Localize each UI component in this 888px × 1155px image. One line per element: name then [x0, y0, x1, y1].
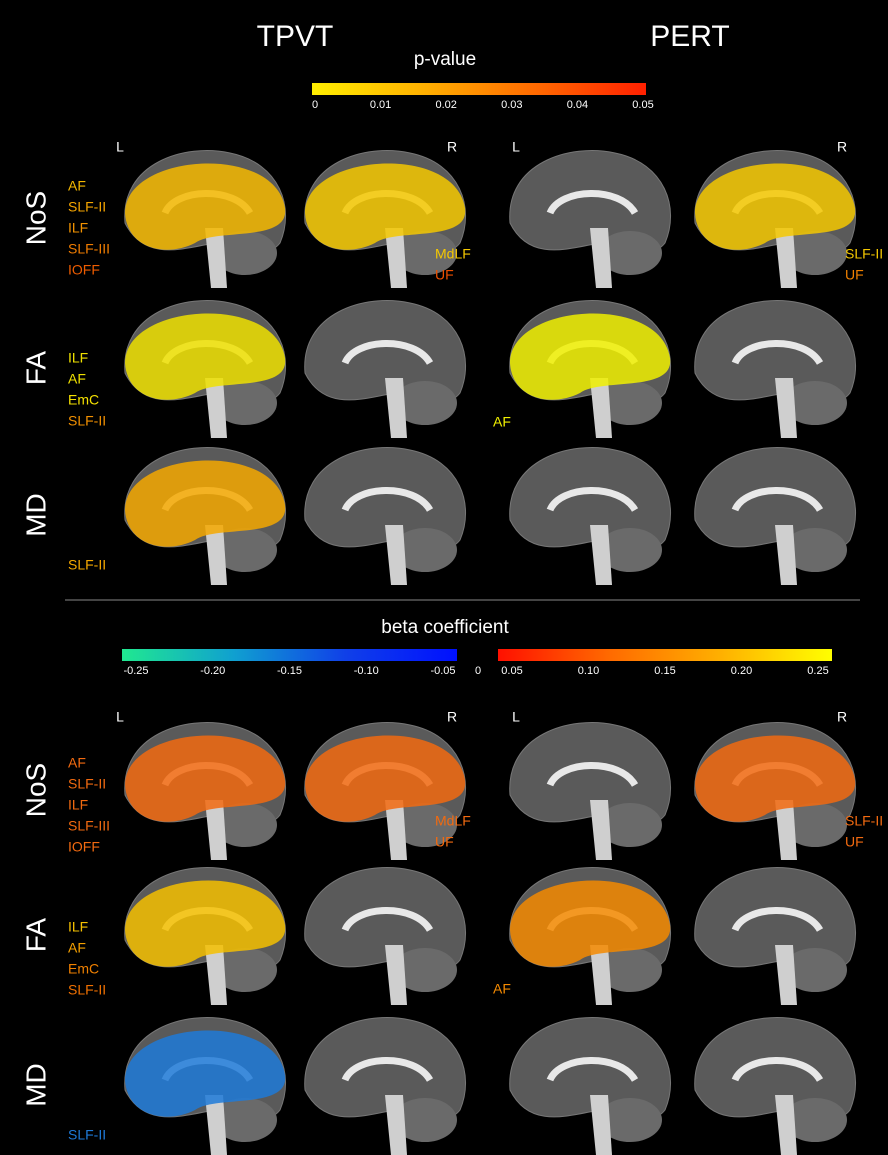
tract-label: AF: [68, 371, 86, 387]
hemisphere-label: R: [837, 139, 847, 155]
figure: TPVT PERT p-value 0 0.01 0.02 0.03 0.04 0.05 L R…: [0, 0, 888, 1155]
tract-label: ILF: [68, 350, 88, 366]
colorbar-tick-label: 0.02: [435, 99, 456, 111]
colorbar: [498, 649, 832, 661]
colorbar-tick-label: 0.05: [501, 665, 522, 677]
tract-label: UF: [435, 834, 454, 850]
tract-label: SLF-II: [68, 413, 106, 429]
tract-label: ILF: [68, 919, 88, 935]
colorbar-tick-label: 0: [475, 665, 481, 677]
hemisphere-label: L: [116, 709, 124, 725]
colorbar-tick-label: 0.01: [370, 99, 391, 111]
hemisphere-label: R: [837, 709, 847, 725]
tract-label: SLF-II: [68, 557, 106, 573]
colorbar-tick-label: -0.15: [277, 665, 302, 677]
colorbar-tick-label: -0.10: [354, 665, 379, 677]
colorbar-title: beta coefficient: [381, 617, 509, 638]
tract-label: UF: [845, 834, 864, 850]
hemisphere-label: L: [116, 139, 124, 155]
column-title: PERT: [650, 20, 729, 53]
colorbar: [312, 83, 646, 95]
colorbar-tick-label: 0.10: [578, 665, 599, 677]
tract-label: ILF: [68, 797, 88, 813]
row-label: NoS: [20, 763, 51, 817]
tract-label: AF: [493, 981, 511, 997]
row-label: NoS: [20, 191, 51, 245]
column-title: TPVT: [257, 20, 334, 53]
tract-label: SLF-III: [68, 818, 110, 834]
tract-label: SLF-III: [68, 241, 110, 257]
tract-label: SLF-II: [68, 776, 106, 792]
hemisphere-label: L: [512, 709, 520, 725]
tract-label: SLF-II: [68, 1127, 106, 1143]
tract-label: MdLF: [435, 813, 471, 829]
tract-label: UF: [435, 267, 454, 283]
tract-label: ILF: [68, 220, 88, 236]
row-label: MD: [20, 1063, 51, 1107]
colorbar-tick-label: 0.03: [501, 99, 522, 111]
colorbar-tick-label: 0.04: [567, 99, 588, 111]
colorbar-tick-label: 0.05: [632, 99, 653, 111]
hemisphere-label: R: [447, 139, 457, 155]
colorbar-tick-label: 0: [312, 99, 318, 111]
page: TPVT PERT p-value 0 0.01 0.02 0.03 0.04 0.05 L R…: [0, 0, 888, 1155]
tract-label: AF: [68, 755, 86, 771]
colorbar-tick-label: -0.05: [430, 665, 455, 677]
colorbar-tick-label: -0.25: [123, 665, 148, 677]
tract-label: SLF-II: [845, 246, 883, 262]
row-label: FA: [20, 918, 51, 953]
colorbar-tick-label: 0.25: [807, 665, 828, 677]
colorbar-tick-label: 0.15: [654, 665, 675, 677]
colorbar-tick-label: -0.20: [200, 665, 225, 677]
tract-label: IOFF: [68, 839, 100, 855]
tract-label: SLF-II: [68, 982, 106, 998]
tract-label: SLF-II: [68, 199, 106, 215]
hemisphere-label: L: [512, 139, 520, 155]
tract-label: SLF-II: [845, 813, 883, 829]
colorbar: [122, 649, 457, 661]
tract-label: EmC: [68, 961, 99, 977]
tract-label: AF: [493, 414, 511, 430]
tract-label: AF: [68, 940, 86, 956]
tract-label: IOFF: [68, 262, 100, 278]
colorbar-title: p-value: [414, 49, 476, 70]
row-label: FA: [20, 351, 51, 386]
row-label: MD: [20, 493, 51, 537]
tract-label: AF: [68, 178, 86, 194]
hemisphere-label: R: [447, 709, 457, 725]
tract-label: UF: [845, 267, 864, 283]
tract-label: MdLF: [435, 246, 471, 262]
colorbar-tick-label: 0.20: [731, 665, 752, 677]
tract-label: EmC: [68, 392, 99, 408]
